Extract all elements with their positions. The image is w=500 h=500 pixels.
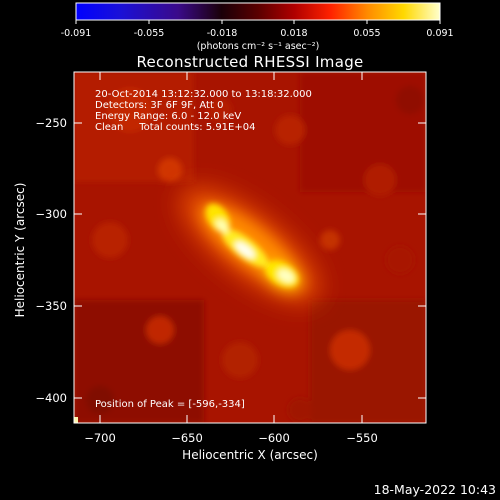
colorbar-tick-label: 0.055	[353, 28, 380, 39]
annotation-detectors: Detectors: 3F 6F 9F, Att 0	[95, 100, 223, 111]
annotation-energy-range: Energy Range: 6.0 - 12.0 keV	[95, 111, 241, 122]
y-axis-label: Heliocentric Y (arcsec)	[13, 183, 27, 318]
heatmap-image	[74, 72, 426, 423]
colorbar-tick-label: 0.091	[426, 28, 453, 39]
colorbar-tick-label: 0.018	[280, 28, 307, 39]
y-tick-label: −300	[35, 207, 67, 221]
colorbar-tick-label: -0.055	[134, 28, 165, 39]
x-tick-label: −600	[258, 431, 290, 445]
colorbar-tick-label: -0.091	[61, 28, 92, 39]
y-tick-label: −350	[35, 299, 67, 313]
chart-title: Reconstructed RHESSI Image	[136, 53, 363, 71]
x-tick-label: −700	[84, 431, 116, 445]
x-tick-label: −550	[346, 431, 378, 445]
colorbar-ticks	[75, 20, 441, 24]
colorbar	[75, 2, 441, 21]
x-axis-ticks	[99, 72, 363, 423]
timestamp: 18-May-2022 10:43	[374, 482, 496, 497]
y-axis-ticks	[74, 122, 426, 399]
x-axis-label: Heliocentric X (arcsec)	[182, 448, 318, 462]
x-tick-label: −650	[171, 431, 203, 445]
annotation-time-range: 20-Oct-2014 13:12:32.000 to 13:18:32.000	[95, 89, 312, 100]
y-tick-label: −400	[35, 391, 67, 405]
colorbar-units: (photons cm⁻² s⁻¹ asec⁻²)	[197, 41, 320, 52]
annotation-peak-position: Position of Peak = [-596,-334]	[95, 399, 245, 410]
y-tick-label: −250	[35, 116, 67, 130]
plot-frame	[73, 71, 427, 424]
annotation-clean-counts: Clean Total counts: 5.91E+04	[95, 122, 255, 133]
colorbar-tick-label: -0.018	[207, 28, 238, 39]
